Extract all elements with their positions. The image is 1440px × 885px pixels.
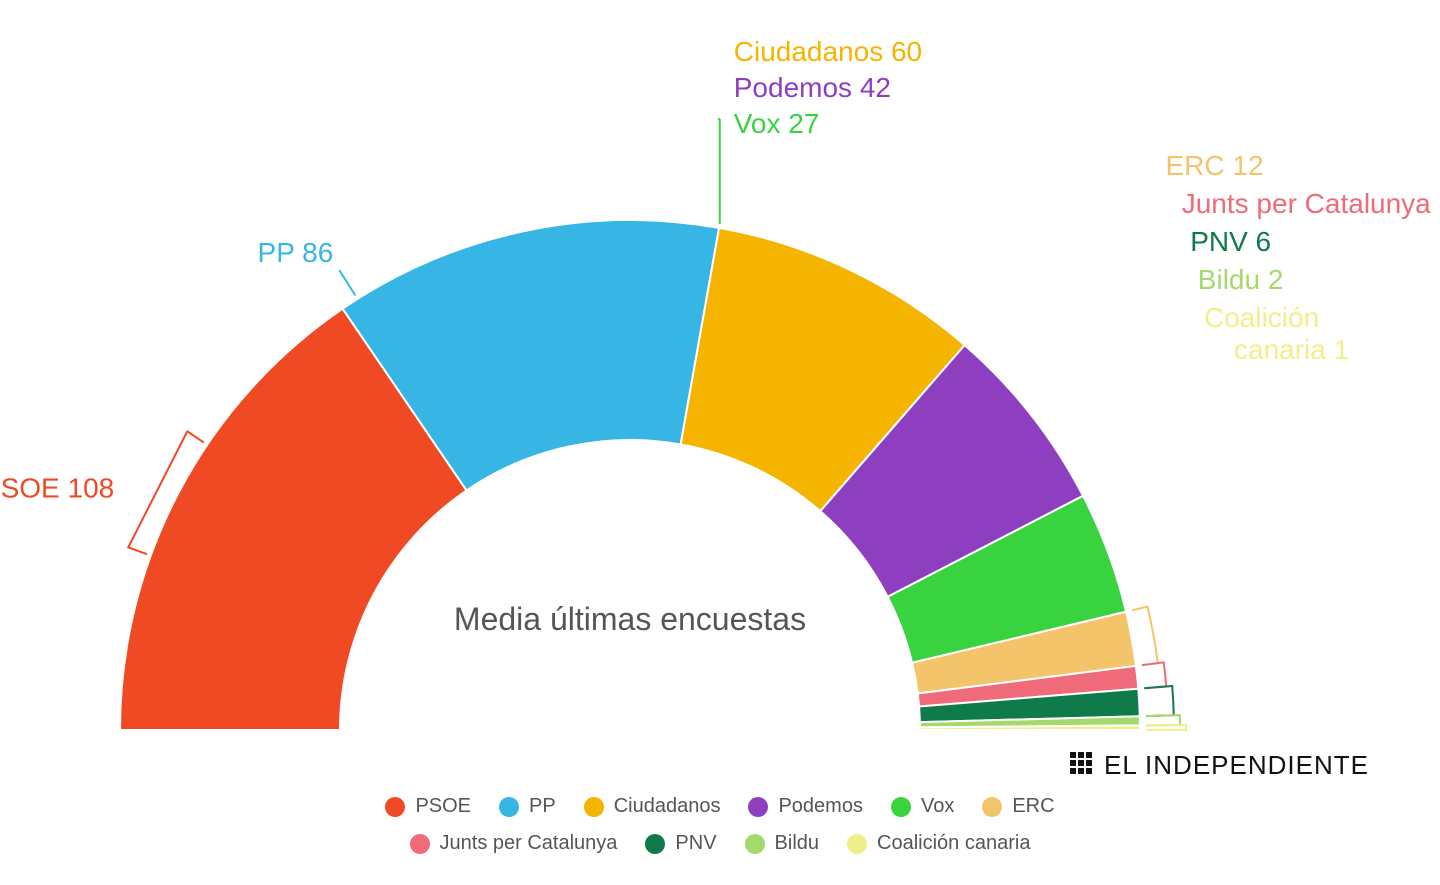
- label-pnv: PNV 6: [1190, 226, 1271, 257]
- leader-erc: [1132, 607, 1158, 666]
- semi-donut-chart: Media últimas encuestas PSOE 108 PP 86 Ciud…: [0, 0, 1440, 885]
- leader-pnv: [1144, 686, 1173, 716]
- legend-label: Vox: [921, 795, 954, 818]
- legend-swatch: [584, 797, 604, 817]
- label-erc: ERC 12: [1165, 150, 1263, 181]
- legend-item-vox: Vox: [891, 795, 954, 818]
- label-coalicion-1: Coalición: [1204, 302, 1319, 333]
- chart-subtitle: Media últimas encuestas: [454, 601, 806, 637]
- label-psoe: PSOE 108: [0, 472, 114, 503]
- legend-row: Junts per Catalunya PNV Bildu Coalición can…: [0, 828, 1440, 859]
- legend-item-pnv: PNV: [645, 832, 716, 855]
- legend-label: Ciudadanos: [614, 795, 721, 818]
- label-junts-per-catalunya: Junts per Catalunya 5: [1182, 188, 1440, 219]
- legend-item-psoe: PSOE: [385, 795, 471, 818]
- legend-label: Coalición canaria: [877, 832, 1030, 855]
- legend-swatch: [385, 797, 405, 817]
- legend-label: PNV: [675, 832, 716, 855]
- legend-swatch: [410, 834, 430, 854]
- legend-label: PP: [529, 795, 556, 818]
- legend-label: ERC: [1012, 795, 1054, 818]
- leader-bildu: [1146, 715, 1180, 725]
- leader-junts-per-catalunya: [1142, 662, 1166, 688]
- legend-item-pp: PP: [499, 795, 556, 818]
- legend-item-ciudadanos: Ciudadanos: [584, 795, 721, 818]
- legend-row: PSOE PP Ciudadanos Podemos Vox ERC: [0, 791, 1440, 822]
- legend-item-erc: ERC: [982, 795, 1054, 818]
- source-label: EL INDEPENDIENTE: [1104, 750, 1369, 780]
- label-coalicion-2: canaria 1: [1234, 334, 1349, 365]
- leader-stack: [718, 119, 720, 224]
- legend-swatch: [847, 834, 867, 854]
- legend-item-coalición-canaria: Coalición canaria: [847, 832, 1030, 855]
- legend: PSOE PP Ciudadanos Podemos Vox ERC Junts per …: [0, 785, 1440, 865]
- legend-item-junts-per-catalunya: Junts per Catalunya: [410, 832, 618, 855]
- legend-swatch: [748, 797, 768, 817]
- label-pp: PP 86: [258, 237, 334, 268]
- legend-label: Junts per Catalunya: [440, 832, 618, 855]
- legend-label: PSOE: [415, 795, 471, 818]
- legend-swatch: [891, 797, 911, 817]
- legend-item-bildu: Bildu: [745, 832, 819, 855]
- label-ciudadanos: Ciudadanos 60: [734, 36, 922, 67]
- source-logo-icon: [1070, 752, 1092, 774]
- label-vox: Vox 27: [734, 108, 820, 139]
- leader-coalición-canaria: [1146, 725, 1186, 730]
- label-bildu: Bildu 2: [1198, 264, 1284, 295]
- legend-label: Bildu: [775, 832, 819, 855]
- legend-item-podemos: Podemos: [748, 795, 863, 818]
- legend-swatch: [645, 834, 665, 854]
- legend-swatch: [982, 797, 1002, 817]
- legend-swatch: [745, 834, 765, 854]
- label-podemos: Podemos 42: [734, 72, 891, 103]
- legend-swatch: [499, 797, 519, 817]
- slice-coalición-canaria: [920, 725, 1140, 730]
- legend-label: Podemos: [778, 795, 863, 818]
- chart-container: Media últimas encuestas PSOE 108 PP 86 Ciud…: [0, 0, 1440, 885]
- leader-pp: [339, 270, 355, 295]
